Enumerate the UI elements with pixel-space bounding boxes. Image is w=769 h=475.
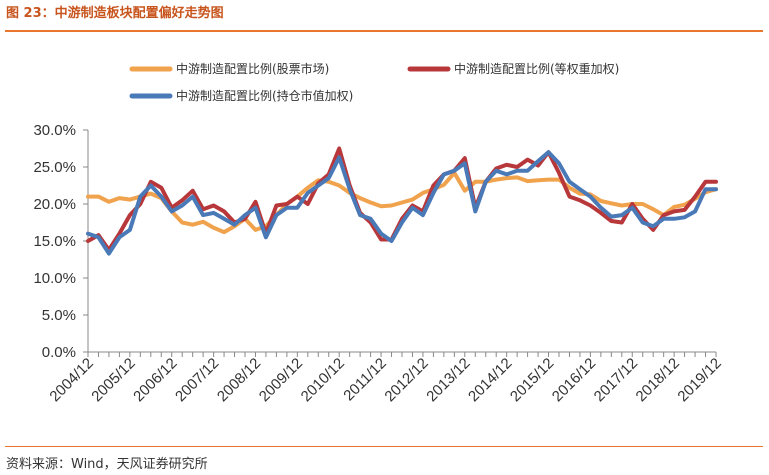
y-tick-label: 5.0%: [42, 307, 76, 324]
series-group: [86, 146, 718, 256]
title-rule: [5, 30, 763, 32]
source-rule: [5, 446, 763, 447]
x-tick-label: 2011/12: [340, 355, 390, 405]
x-tick-label: 2018/12: [633, 355, 683, 405]
x-tick-label: 2017/12: [591, 355, 641, 405]
axes: 0.0% 5.0% 10.0% 15.0% 20.0% 25.0% 30.0% 2004/12…: [33, 122, 724, 405]
series-line-2: [86, 146, 718, 252]
legend: 中游制造配置比例(股票市场) 中游制造配置比例(等权重加权) 中游制造配置比例(持仓…: [129, 61, 619, 103]
x-tick-label: 2009/12: [256, 355, 306, 405]
legend-label-1: 中游制造配置比例(股票市场): [176, 61, 329, 76]
y-tick-label: 0.0%: [42, 344, 76, 361]
y-tick-label: 30.0%: [33, 122, 76, 139]
x-tick-label: 2015/12: [507, 355, 557, 405]
figure-title: 图 23：中游制造板块配置偏好走势图: [6, 6, 224, 21]
x-tick-label: 2005/12: [88, 355, 138, 405]
x-tick-label: 2004/12: [46, 355, 96, 405]
x-tick-label: 2008/12: [214, 355, 264, 405]
line-chart: 中游制造配置比例(股票市场) 中游制造配置比例(等权重加权) 中游制造配置比例(持仓…: [33, 61, 724, 405]
x-tick-label: 2012/12: [381, 355, 431, 405]
source-note: 资料来源：Wind，天风证券研究所: [6, 457, 208, 472]
x-tick-label: 2016/12: [549, 355, 599, 405]
x-tick-label: 2007/12: [172, 355, 222, 405]
y-tick-label: 25.0%: [33, 159, 76, 176]
x-tick-label: 2010/12: [298, 355, 348, 405]
y-tick-label: 15.0%: [33, 233, 76, 250]
y-tick-label: 10.0%: [33, 270, 76, 287]
x-tick-label: 2014/12: [465, 355, 515, 405]
x-tick-label: 2006/12: [130, 355, 180, 405]
series-line-1: [86, 170, 718, 235]
series-line-3: [86, 150, 718, 256]
x-tick-label: 2013/12: [423, 355, 473, 405]
x-tick-label: 2019/12: [674, 355, 724, 405]
legend-label-2: 中游制造配置比例(等权重加权): [454, 61, 619, 76]
y-tick-label: 20.0%: [33, 196, 76, 213]
legend-label-3: 中游制造配置比例(持仓市值加权): [176, 88, 353, 103]
